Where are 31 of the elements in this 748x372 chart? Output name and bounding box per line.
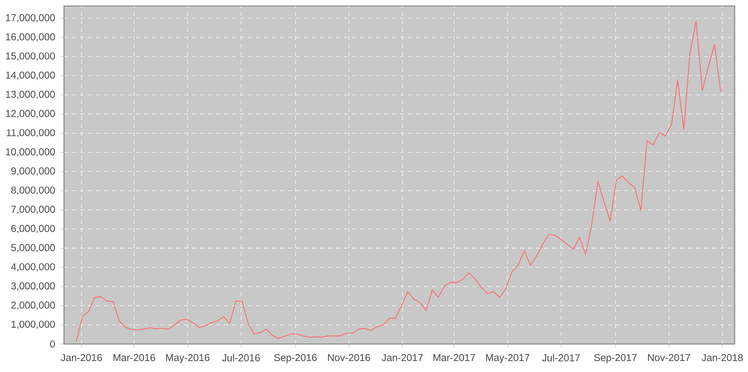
x-tick-label: Mar-2017: [434, 354, 476, 362]
y-tick-label: 4,000,000: [11, 263, 55, 272]
y-tick-label: 9,000,000: [11, 167, 55, 176]
y-tick-label: 0: [50, 340, 55, 348]
y-tick-label: 10,000,000: [6, 148, 55, 157]
y-tick-label: 6,000,000: [11, 224, 55, 234]
x-tick-label: Mar-2016: [114, 354, 156, 362]
x-tick-label: Sep-2016: [274, 354, 317, 364]
y-tick-label: 15,000,000: [6, 52, 55, 61]
x-tick-label: Jan-2017: [382, 354, 423, 362]
y-tick-label: 14,000,000: [6, 72, 55, 80]
x-tick-label: Jan-2016: [60, 354, 102, 362]
y-tick-label: 17,000,000: [6, 14, 55, 22]
y-tick-label: 7,000,000: [11, 206, 55, 214]
x-tick-label: May-2017: [486, 354, 530, 364]
y-tick-label: 16,000,000: [6, 33, 55, 42]
y-tick-label: 5,000,000: [11, 244, 55, 252]
y-tick-label: 1,000,000: [12, 320, 55, 329]
y-tick-label: 3,000,000: [11, 282, 55, 291]
x-tick-label: May-2016: [166, 354, 210, 364]
x-tick-label: Jul-2017: [542, 354, 580, 362]
y-tick-label: 13,000,000: [6, 90, 55, 100]
x-tick-label: Jul-2016: [222, 354, 260, 362]
y-tick-label: 11,000,000: [6, 129, 55, 138]
x-tick-label: Sep-2017: [594, 354, 637, 364]
x-tick-label: Nov-2016: [328, 354, 370, 362]
x-tick-label: Nov-2017: [648, 354, 690, 362]
x-tick-label: Jan-2018: [702, 354, 743, 362]
y-tick-label: 12,000,000: [6, 110, 55, 118]
y-tick-label: 2,000,000: [11, 302, 55, 310]
y-tick-label: 8,000,000: [11, 186, 55, 195]
